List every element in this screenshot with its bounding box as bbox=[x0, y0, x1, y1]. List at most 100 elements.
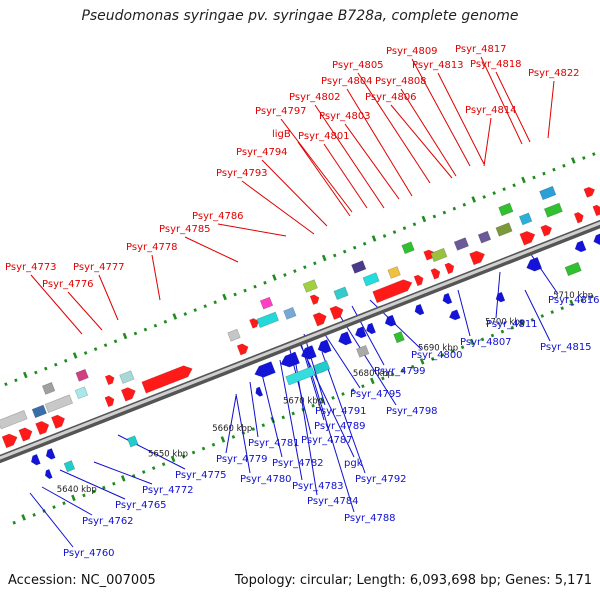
reverse-gene-label[interactable]: Psyr_4762 bbox=[82, 516, 134, 527]
gene-arrow-forward[interactable] bbox=[236, 343, 249, 356]
gene-block[interactable] bbox=[453, 237, 470, 251]
forward-gene-label[interactable]: Psyr_4817 bbox=[455, 44, 507, 55]
gene-block-outer[interactable] bbox=[259, 296, 274, 310]
forward-gene-label[interactable]: Psyr_4802 bbox=[289, 92, 341, 103]
gene-block-reverse[interactable] bbox=[393, 331, 405, 344]
forward-gene-label[interactable]: Psyr_4822 bbox=[528, 68, 580, 79]
gene-arrow-forward[interactable] bbox=[430, 268, 441, 280]
reverse-gene-label[interactable]: Psyr_4789 bbox=[314, 421, 366, 432]
gene-block-outer[interactable] bbox=[539, 185, 557, 201]
forward-gene-label[interactable]: Psyr_4814 bbox=[465, 105, 517, 116]
reverse-gene-label[interactable]: Psyr_4795 bbox=[350, 389, 402, 400]
gene-arrow-reverse-outer[interactable] bbox=[255, 386, 264, 397]
gene-block[interactable] bbox=[74, 386, 89, 400]
gene-arrow-forward[interactable] bbox=[120, 387, 136, 402]
forward-gene-label[interactable]: Psyr_4803 bbox=[319, 111, 371, 122]
gene-block[interactable] bbox=[362, 272, 380, 287]
reverse-gene-label[interactable]: Psyr_4788 bbox=[344, 513, 396, 524]
gene-block-outer[interactable] bbox=[498, 202, 514, 217]
reverse-gene-label[interactable]: Psyr_4792 bbox=[355, 474, 407, 485]
gene-arrow-reverse[interactable] bbox=[526, 256, 543, 272]
gene-block-outer[interactable] bbox=[75, 368, 89, 382]
reverse-gene-label[interactable]: Psyr_4807 bbox=[460, 337, 512, 348]
forward-gene-label[interactable]: Psyr_4808 bbox=[375, 76, 427, 87]
reverse-gene-label[interactable]: Psyr_4765 bbox=[115, 500, 167, 511]
gene-block-reverse[interactable] bbox=[313, 360, 331, 375]
gene-arrow-forward[interactable] bbox=[141, 365, 193, 394]
gene-arrow-forward[interactable] bbox=[573, 211, 584, 224]
gene-arrow-forward[interactable] bbox=[1, 433, 18, 449]
gene-block-reverse[interactable] bbox=[63, 460, 76, 473]
gene-block-outer[interactable] bbox=[351, 260, 367, 274]
gene-arrow-reverse[interactable] bbox=[593, 233, 600, 246]
gene-arrow-forward[interactable] bbox=[519, 230, 536, 246]
reverse-gene-label[interactable]: pgk bbox=[344, 458, 363, 469]
gene-arrow-forward[interactable] bbox=[469, 250, 486, 266]
gene-block[interactable] bbox=[518, 212, 533, 226]
reverse-gene-label[interactable]: Psyr_4772 bbox=[142, 485, 194, 496]
gene-arrow-forward[interactable] bbox=[35, 420, 50, 436]
gene-block[interactable] bbox=[283, 306, 297, 320]
gene-block-outer[interactable] bbox=[401, 241, 415, 255]
gene-arrow-reverse[interactable] bbox=[574, 240, 587, 253]
reverse-gene-label[interactable]: Psyr_4816 bbox=[548, 295, 600, 306]
forward-gene-label[interactable]: Psyr_4786 bbox=[192, 211, 244, 222]
gene-arrow-reverse[interactable] bbox=[280, 351, 301, 368]
forward-gene-label[interactable]: Psyr_4797 bbox=[255, 106, 307, 117]
reverse-gene-label[interactable]: Psyr_4787 bbox=[301, 435, 353, 446]
gene-block-reverse[interactable] bbox=[126, 435, 139, 448]
reverse-gene-label[interactable]: Psyr_4779 bbox=[216, 454, 268, 465]
gene-arrow-reverse[interactable] bbox=[384, 314, 397, 327]
gene-arrow-forward[interactable] bbox=[50, 414, 66, 429]
gene-block[interactable] bbox=[430, 247, 448, 263]
reverse-gene-label[interactable]: Psyr_4800 bbox=[411, 350, 463, 361]
gene-block[interactable] bbox=[495, 222, 513, 237]
gene-arrow-forward[interactable] bbox=[312, 312, 327, 327]
forward-gene-label[interactable]: Psyr_4805 bbox=[332, 60, 384, 71]
reverse-gene-label[interactable]: Psyr_4815 bbox=[540, 342, 592, 353]
gene-arrow-reverse[interactable] bbox=[254, 361, 276, 378]
forward-gene-label[interactable]: ligB bbox=[272, 129, 291, 140]
gene-block[interactable] bbox=[119, 370, 135, 384]
gene-block[interactable] bbox=[543, 202, 563, 218]
gene-arrow-reverse[interactable] bbox=[354, 326, 367, 339]
gene-arrow-forward-outer[interactable] bbox=[104, 374, 115, 386]
reverse-gene-label[interactable]: Psyr_4780 bbox=[240, 474, 292, 485]
gene-arrow-forward[interactable] bbox=[444, 262, 455, 275]
gene-block-reverse[interactable] bbox=[285, 366, 316, 386]
gene-block[interactable] bbox=[31, 404, 47, 419]
gene-arrow-reverse[interactable] bbox=[45, 448, 56, 460]
gene-block-outer[interactable] bbox=[302, 279, 318, 293]
gene-arrow-forward[interactable] bbox=[104, 395, 115, 408]
forward-gene-label[interactable]: Psyr_4785 bbox=[159, 224, 211, 235]
gene-block[interactable] bbox=[227, 328, 241, 342]
forward-gene-label[interactable]: Psyr_4818 bbox=[470, 59, 522, 70]
reverse-gene-label[interactable]: Psyr_4782 bbox=[272, 458, 324, 469]
gene-arrow-forward[interactable] bbox=[540, 224, 553, 237]
gene-block-reverse[interactable] bbox=[356, 344, 370, 358]
gene-arrow-reverse[interactable] bbox=[338, 331, 353, 346]
reverse-gene-label[interactable]: Psyr_4775 bbox=[175, 470, 227, 481]
gene-arrow-forward[interactable] bbox=[592, 204, 600, 217]
gene-arrow-forward-outer[interactable] bbox=[249, 318, 259, 329]
reverse-gene-label[interactable]: Psyr_4791 bbox=[315, 406, 367, 417]
forward-gene-label[interactable]: Psyr_4809 bbox=[386, 46, 438, 57]
gene-block[interactable] bbox=[0, 410, 28, 430]
gene-arrow-forward[interactable] bbox=[329, 305, 344, 320]
gene-arrow-forward[interactable] bbox=[18, 427, 33, 442]
reverse-gene-label[interactable]: Psyr_4781 bbox=[248, 438, 300, 449]
forward-gene-label[interactable]: Psyr_4793 bbox=[216, 168, 268, 179]
gene-arrow-reverse[interactable] bbox=[414, 303, 425, 316]
gene-arrow-reverse[interactable] bbox=[30, 453, 41, 466]
reverse-gene-label[interactable]: Psyr_4760 bbox=[63, 548, 115, 559]
gene-arrow-forward-outer[interactable] bbox=[309, 294, 320, 306]
forward-gene-label[interactable]: Psyr_4813 bbox=[412, 60, 464, 71]
gene-block[interactable] bbox=[477, 230, 492, 244]
reverse-gene-label[interactable]: Psyr_4783 bbox=[292, 481, 344, 492]
gene-arrow-reverse-outer[interactable] bbox=[44, 468, 53, 480]
gene-arrow-reverse[interactable] bbox=[442, 292, 453, 305]
reverse-gene-label[interactable]: Psyr_4784 bbox=[307, 496, 359, 507]
forward-gene-label[interactable]: Psyr_4776 bbox=[42, 279, 94, 290]
gene-block-reverse[interactable] bbox=[564, 261, 582, 277]
gene-arrow-forward[interactable] bbox=[413, 274, 424, 287]
